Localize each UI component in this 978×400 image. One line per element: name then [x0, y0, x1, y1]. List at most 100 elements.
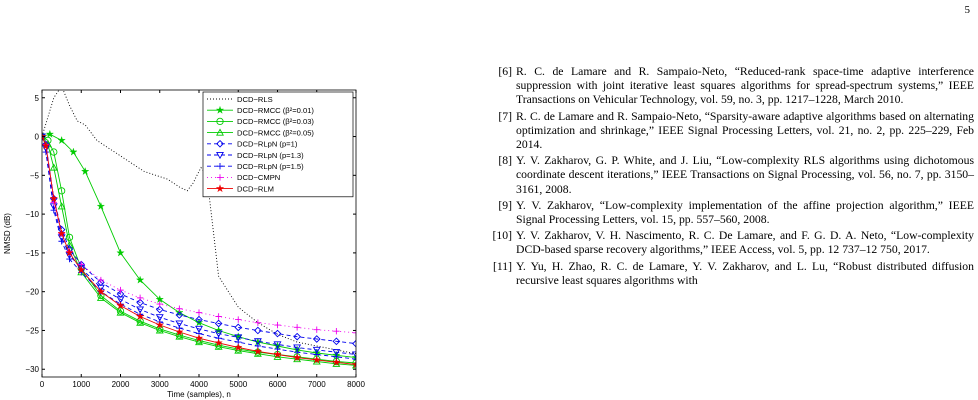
- reference-text: Y. V. Zakharov, V. H. Nascimento, R. C. …: [516, 229, 974, 257]
- data-point: [49, 163, 58, 171]
- data-point: [216, 117, 224, 126]
- data-point: [313, 326, 320, 333]
- reference-item: [10] Y. V. Zakharov, V. H. Nascimento, R.…: [482, 229, 974, 257]
- legend-label: DCD−CMPN: [237, 173, 280, 182]
- data-point: [332, 349, 341, 357]
- data-point: [57, 229, 66, 238]
- reference-text: Y. V. Zakharov, “Low-complexity implemen…: [516, 198, 974, 227]
- legend-label: DCD−RMCC (β²=0.05): [237, 128, 314, 137]
- reference-text: R. C. de Lamare and R. Sampaio-Neto, “Sp…: [516, 109, 974, 152]
- x-tick-label: 0: [40, 380, 45, 389]
- page-number: 5: [964, 4, 971, 16]
- data-point: [234, 323, 243, 332]
- data-point: [292, 353, 302, 362]
- data-point: [352, 339, 356, 348]
- x-tick-label: 2000: [112, 380, 130, 389]
- data-point: [65, 233, 74, 242]
- data-point: [216, 151, 224, 160]
- data-point: [57, 135, 66, 145]
- data-point: [215, 184, 225, 193]
- legend-label: DCD−RMCC (β²=0.01): [237, 106, 314, 115]
- x-tick-label: 5000: [229, 380, 247, 389]
- reference-number: [9]: [498, 198, 512, 212]
- y-tick-label: 5: [35, 94, 40, 103]
- data-point: [135, 275, 145, 284]
- legend-box: [202, 91, 354, 198]
- data-point: [116, 301, 125, 310]
- data-point: [116, 248, 125, 257]
- series-line: [42, 136, 356, 355]
- data-point: [136, 298, 144, 307]
- y-tick-label: −5: [30, 171, 40, 180]
- data-point: [135, 312, 145, 321]
- reference-number: [6]: [498, 65, 512, 78]
- reference-text: R. C. de Lamare and R. Sampaio-Neto, “Re…: [516, 65, 974, 107]
- data-point: [136, 294, 144, 302]
- data-point: [351, 360, 356, 369]
- data-point: [332, 357, 341, 366]
- reference-item: [9] Y. V. Zakharov, “Low-complexity imple…: [482, 199, 974, 227]
- data-point: [214, 342, 223, 350]
- reference-list: [6] R. C. de Lamare and R. Sampaio-Neto, …: [482, 65, 974, 290]
- x-tick-label: 7000: [308, 380, 326, 389]
- data-point: [80, 166, 90, 176]
- nmsd-figure: 0 1000 2000 3000 4000 5000 6000 7000 8000 5 0 −5 −10…: [0, 80, 372, 400]
- y-tick-label: −20: [25, 288, 39, 297]
- legend-label: DCD−RLpN (p=1): [237, 140, 298, 149]
- data-point: [96, 201, 106, 210]
- data-point: [175, 332, 184, 340]
- x-tick-label: 8000: [347, 380, 365, 389]
- data-point: [66, 255, 73, 263]
- reference-item: [11] Y. Yu, H. Zhao, R. C. de Lamare, Y. …: [482, 260, 974, 288]
- data-point: [312, 335, 321, 343]
- data-point: [195, 315, 203, 324]
- data-point: [216, 174, 224, 181]
- x-tick-label: 4000: [190, 380, 208, 389]
- data-point: [333, 328, 340, 335]
- data-point: [254, 326, 262, 335]
- data-point: [49, 194, 59, 203]
- y-tick-label: 0: [35, 133, 40, 142]
- y-tick-label: −10: [25, 210, 39, 219]
- data-point: [254, 319, 262, 326]
- data-point: [312, 355, 321, 364]
- data-point: [155, 305, 164, 314]
- reference-item: [7] R. C. de Lamare and R. Sampaio-Neto, …: [482, 110, 974, 153]
- data-point: [155, 326, 164, 334]
- reference-item: [6] R. C. de Lamare and R. Sampaio-Neto, …: [482, 65, 974, 108]
- x-tick-label: 1000: [72, 380, 90, 389]
- reference-number: [7]: [498, 109, 512, 123]
- data-point: [234, 343, 243, 352]
- data-point: [195, 337, 203, 346]
- nmsd-chart: 0 1000 2000 3000 4000 5000 6000 7000 8000 5 0 −5 −10…: [3, 89, 365, 399]
- data-point: [215, 313, 222, 320]
- data-point: [96, 293, 105, 301]
- data-point: [50, 148, 58, 156]
- data-point: [235, 316, 242, 323]
- x-tick-label: 6000: [269, 380, 287, 389]
- data-point: [117, 286, 124, 294]
- x-tick-label: 3000: [151, 380, 169, 389]
- series-line: [42, 90, 356, 355]
- data-point: [58, 238, 65, 245]
- y-axis-label: NMSD (dB): [3, 213, 12, 254]
- reference-number: [10]: [492, 229, 512, 243]
- data-point: [195, 325, 203, 334]
- data-point: [253, 346, 263, 356]
- series-line: [42, 136, 356, 366]
- data-point: [293, 324, 301, 331]
- reference-item: [8] Y. V. Zakharov, G. P. White, and J. L…: [482, 154, 974, 197]
- data-point: [215, 105, 225, 114]
- data-point: [65, 248, 74, 257]
- data-point: [273, 350, 282, 359]
- legend-label: DCD−RLpN (p=1.5): [237, 162, 304, 171]
- data-point: [45, 129, 55, 138]
- data-point: [214, 319, 223, 328]
- data-point: [136, 318, 145, 326]
- data-point: [214, 326, 223, 335]
- data-point: [175, 327, 184, 336]
- data-point: [136, 306, 145, 314]
- data-point: [194, 333, 204, 342]
- data-point: [57, 202, 66, 210]
- data-point: [273, 329, 282, 338]
